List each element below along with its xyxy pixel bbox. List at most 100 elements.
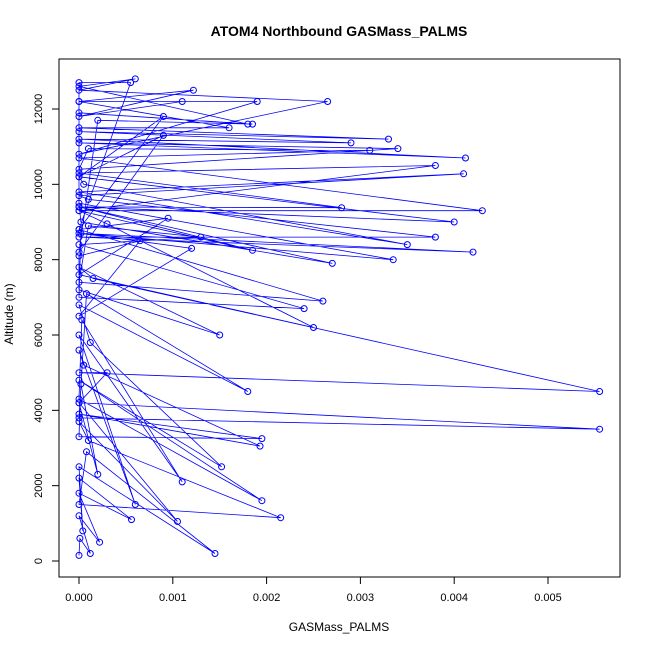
data-point (75, 188, 83, 196)
data-point (244, 388, 252, 395)
data-point (76, 534, 84, 542)
data-point (75, 154, 83, 162)
data-point (75, 165, 83, 173)
data-point (75, 399, 83, 407)
data-point (84, 222, 92, 230)
data-point (211, 550, 219, 557)
data-point (178, 98, 186, 105)
data-point (249, 246, 256, 254)
data-point (75, 192, 83, 200)
data-point (216, 331, 224, 339)
data-point (431, 162, 439, 169)
data-point (75, 113, 83, 120)
data-point (75, 312, 83, 320)
data-point (596, 388, 604, 395)
data-point (75, 395, 83, 403)
data-point (75, 286, 83, 294)
data-point (75, 199, 83, 207)
x-tick-label: 0.004 (440, 592, 468, 604)
data-point (253, 98, 261, 105)
data-point (277, 514, 285, 522)
data-point (75, 86, 83, 94)
data-point (83, 448, 90, 456)
data-point (103, 220, 111, 228)
y-tick-label: 4000 (33, 398, 45, 422)
data-point (189, 86, 197, 94)
data-point (127, 79, 135, 87)
data-point (469, 248, 477, 256)
data-point (86, 550, 94, 557)
data-point (75, 263, 83, 271)
data-point (80, 180, 88, 188)
data-point (403, 241, 411, 249)
data-point (258, 435, 266, 443)
data-point (86, 339, 94, 346)
chart-title: ATOM4 Northbound GASMass_PALMS (211, 23, 468, 39)
data-point (75, 433, 83, 441)
y-tick-label: 0 (33, 558, 45, 564)
data-point (75, 248, 83, 256)
data-point (75, 271, 83, 279)
data-point (75, 489, 83, 497)
x-tick-label: 0.002 (253, 592, 281, 604)
data-point (310, 324, 317, 331)
data-point (75, 173, 83, 181)
data-point (178, 478, 186, 486)
data-point (225, 124, 233, 132)
data-point (75, 501, 83, 508)
data-point (75, 109, 83, 117)
data-point (75, 512, 83, 520)
y-tick-label: 12000 (33, 94, 45, 125)
data-point (347, 139, 355, 147)
data-point (75, 229, 83, 237)
data-point (75, 233, 83, 241)
data-point (431, 233, 439, 241)
data-point (75, 226, 83, 233)
data-point (80, 361, 88, 369)
y-tick-label: 8000 (33, 247, 45, 271)
data-point (128, 516, 135, 524)
data-point (328, 259, 336, 267)
data-point (75, 207, 83, 215)
x-tick-label: 0.003 (347, 592, 375, 604)
data-point (366, 146, 374, 154)
data-point (75, 241, 83, 249)
data-point (77, 380, 85, 388)
data-point (75, 474, 83, 482)
data-point (75, 293, 83, 301)
data-point (300, 305, 308, 313)
data-point (75, 139, 83, 147)
data-point (84, 437, 92, 444)
data-point (478, 207, 486, 215)
data-point (159, 113, 167, 120)
data-point (75, 135, 83, 143)
data-point (385, 135, 392, 143)
data-point (79, 527, 87, 535)
data-point (77, 229, 85, 237)
data-point (75, 150, 83, 158)
data-point (75, 410, 83, 418)
data-point (94, 470, 102, 478)
data-point (188, 244, 196, 252)
data-point (256, 442, 264, 450)
data-point (75, 418, 83, 426)
data-point (324, 98, 332, 105)
data-point (103, 369, 111, 377)
data-point (596, 425, 604, 433)
data-point (75, 98, 83, 105)
data-point (75, 346, 83, 354)
data-point (174, 518, 181, 525)
x-tick-label: 0.005 (534, 592, 562, 604)
data-point (75, 79, 83, 87)
data-point (197, 233, 205, 241)
data-point (83, 290, 90, 298)
data-point (84, 195, 92, 203)
data-point (136, 237, 144, 245)
y-tick-label: 10000 (33, 169, 45, 200)
data-point (159, 131, 167, 139)
data-point (75, 169, 83, 177)
data-point (389, 256, 397, 264)
data-point (249, 120, 256, 128)
